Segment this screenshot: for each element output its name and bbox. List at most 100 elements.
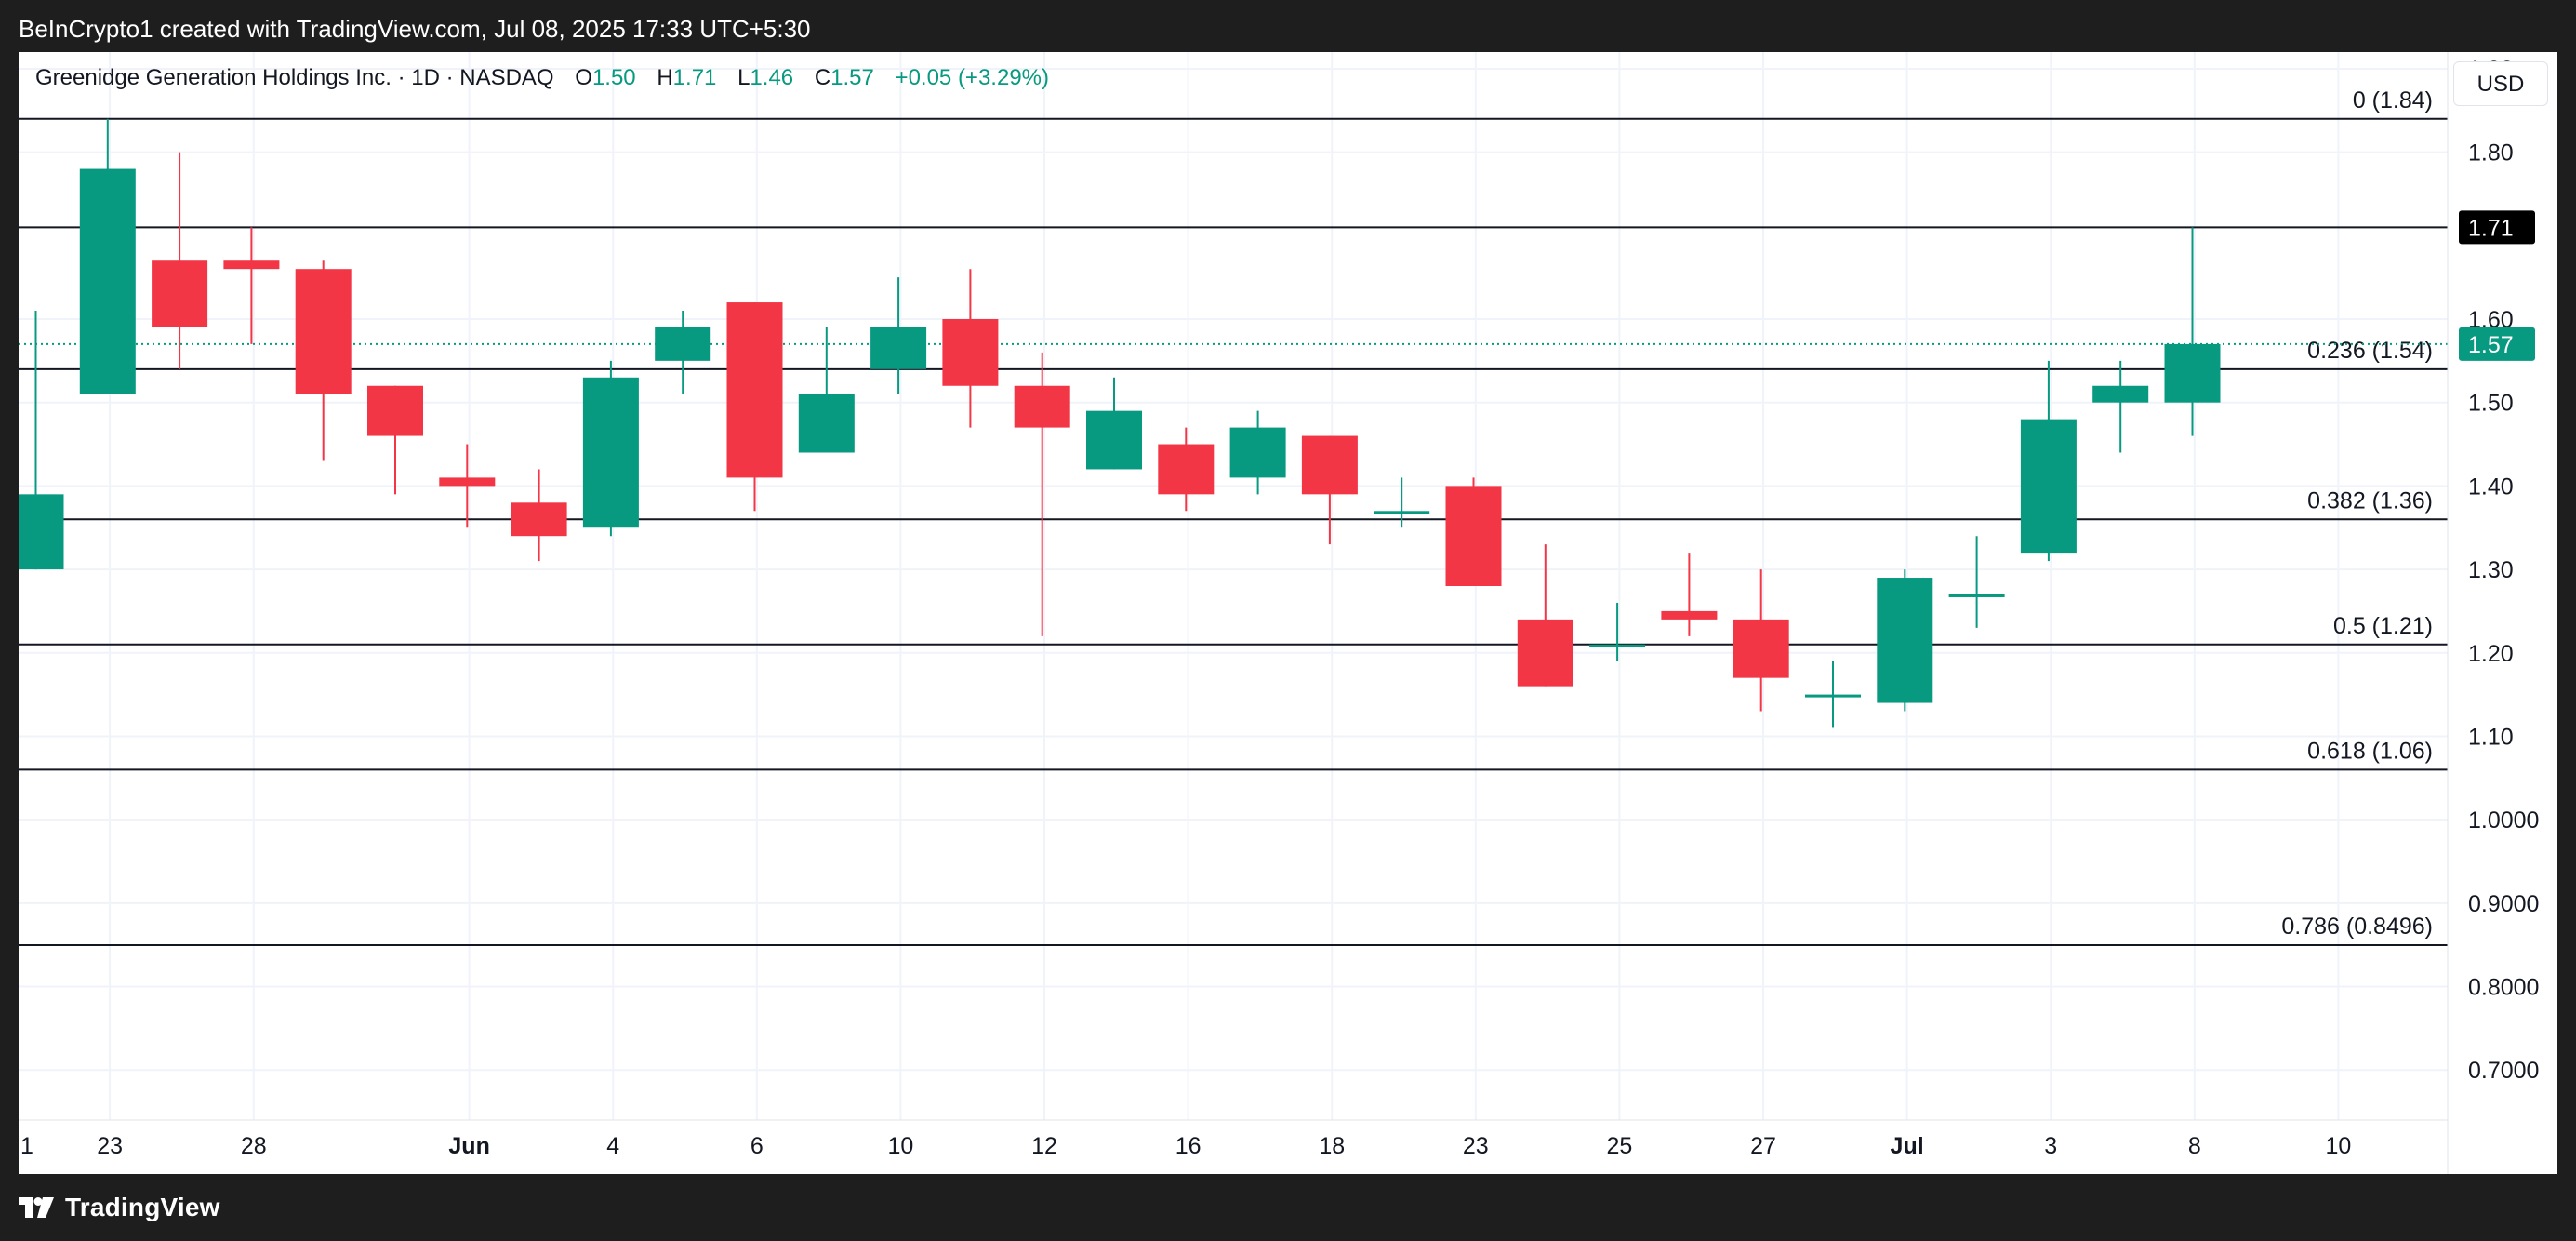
candle-body [367,385,423,436]
x-tick-label: Jul [1891,1133,1924,1159]
fib-levels: 0 (1.84) 0.236 (1.54) 0.382 (1.36) 0.5 (1.2… [19,87,2448,947]
candle-body [1445,486,1502,586]
y-tick-label: 1.40 [2468,474,2514,500]
candle [79,118,136,394]
candle [2092,360,2149,453]
candle-body [1661,610,1718,620]
candle [1445,477,1502,586]
y-tick-label: 0.8000 [2468,975,2539,1001]
x-tick-label: Jun [448,1133,489,1159]
candle [223,227,280,344]
tradingview-brand: TradingView [65,1193,220,1221]
x-tick-label: 25 [1607,1133,1633,1159]
x-tick-label: 28 [241,1133,267,1159]
low-label: L [737,65,750,90]
candle [655,311,711,394]
open-label: O [575,65,592,90]
y-tick-label: 0.9000 [2468,891,2539,917]
candle-body [726,302,783,478]
last-price-tag-label: 1.57 [2468,332,2514,358]
candle-body [1158,444,1215,495]
candle [1014,352,1070,636]
chart-caption: BeInCrypto1 created with TradingView.com… [0,0,2576,52]
candles [19,118,2221,728]
x-tick-label: 3 [2044,1133,2057,1159]
high-price-tag-label: 1.71 [2468,215,2514,241]
candle-body [1517,619,1573,687]
x-tick-label: 12 [1031,1133,1057,1159]
candle-body [1086,410,1142,470]
x-tick-label: 6 [750,1133,764,1159]
candle-body [439,477,496,487]
candle [2164,227,2221,436]
open-value: 1.50 [591,65,636,90]
candle-body [1374,511,1430,514]
x-tick-label: 10 [2326,1133,2352,1159]
candle [798,327,855,453]
candle [439,444,496,528]
chart-panel[interactable]: 0 (1.84) 0.236 (1.54) 0.382 (1.36) 0.5 (1.2… [19,52,2557,1174]
currency-button[interactable]: USD [2453,61,2548,106]
candle [367,385,423,495]
candle-body [870,327,927,369]
high-price-tag [2459,210,2535,245]
symbol-legend: Greenidge Generation Holdings Inc. · 1D … [35,65,1049,91]
candle-body [19,494,64,570]
close-label: C [814,65,831,90]
candle-body [1589,644,1646,647]
candle [1877,569,1933,712]
candle-body [295,269,352,394]
candle-body [1014,385,1070,428]
y-tick-label: 1.0000 [2468,807,2539,834]
y-tick-label: 1.10 [2468,724,2514,750]
candle [1086,377,1142,470]
footer-bar: TradingView [0,1174,2576,1241]
candle-body [1301,435,1358,495]
candle [582,360,639,537]
fib-level-label: 0.618 (1.06) [2307,738,2433,764]
x-tick-label: 10 [888,1133,914,1159]
high-value: 1.71 [672,65,717,90]
fib-level-label: 0.382 (1.36) [2307,487,2433,514]
candle-body [655,327,711,361]
candle-body [2092,385,2149,403]
candle-body [2164,343,2221,403]
candle [1805,661,1861,728]
candle [152,152,208,369]
candle-body [1229,427,1286,478]
fib-level-label: 0.786 (0.8496) [2281,914,2433,940]
tradingview-logo[interactable]: TradingView [19,1191,220,1224]
candle-body [1805,694,1861,698]
fib-level-label: 0 (1.84) [2353,87,2433,113]
fib-level-label: 0.5 (1.21) [2333,613,2433,639]
x-tick-label: 16 [1175,1133,1202,1159]
candle [295,260,352,461]
candle [1589,602,1646,661]
candle-body [79,168,136,394]
candlestick-chart[interactable]: 0 (1.84) 0.236 (1.54) 0.382 (1.36) 0.5 (1.2… [19,52,2557,1174]
candle [19,311,64,570]
x-tick-label: 1 [20,1133,33,1159]
y-tick-label: 1.50 [2468,391,2514,417]
candle [1661,553,1718,636]
high-label: H [657,65,673,90]
candle-body [798,394,855,453]
candle-body [1948,594,2005,597]
y-tick-label: 1.20 [2468,641,2514,667]
symbol-name: Greenidge Generation Holdings Inc. · 1D … [35,65,554,90]
last-price-tag [2459,327,2535,361]
candle [1229,410,1286,495]
candle [511,469,567,562]
y-tick-label: 1.30 [2468,557,2514,583]
candle-body [582,377,639,528]
candle-body [942,319,999,386]
candle-body [511,502,567,537]
candle-body [1877,578,1933,703]
change-value: +0.05 (+3.29%) [895,65,1049,90]
grid-lines [19,52,2448,1120]
x-tick-label: 23 [97,1133,123,1159]
candle-body [1733,619,1789,678]
candle [1948,536,2005,628]
y-tick-label: 1.80 [2468,140,2514,167]
candle [1301,435,1358,545]
